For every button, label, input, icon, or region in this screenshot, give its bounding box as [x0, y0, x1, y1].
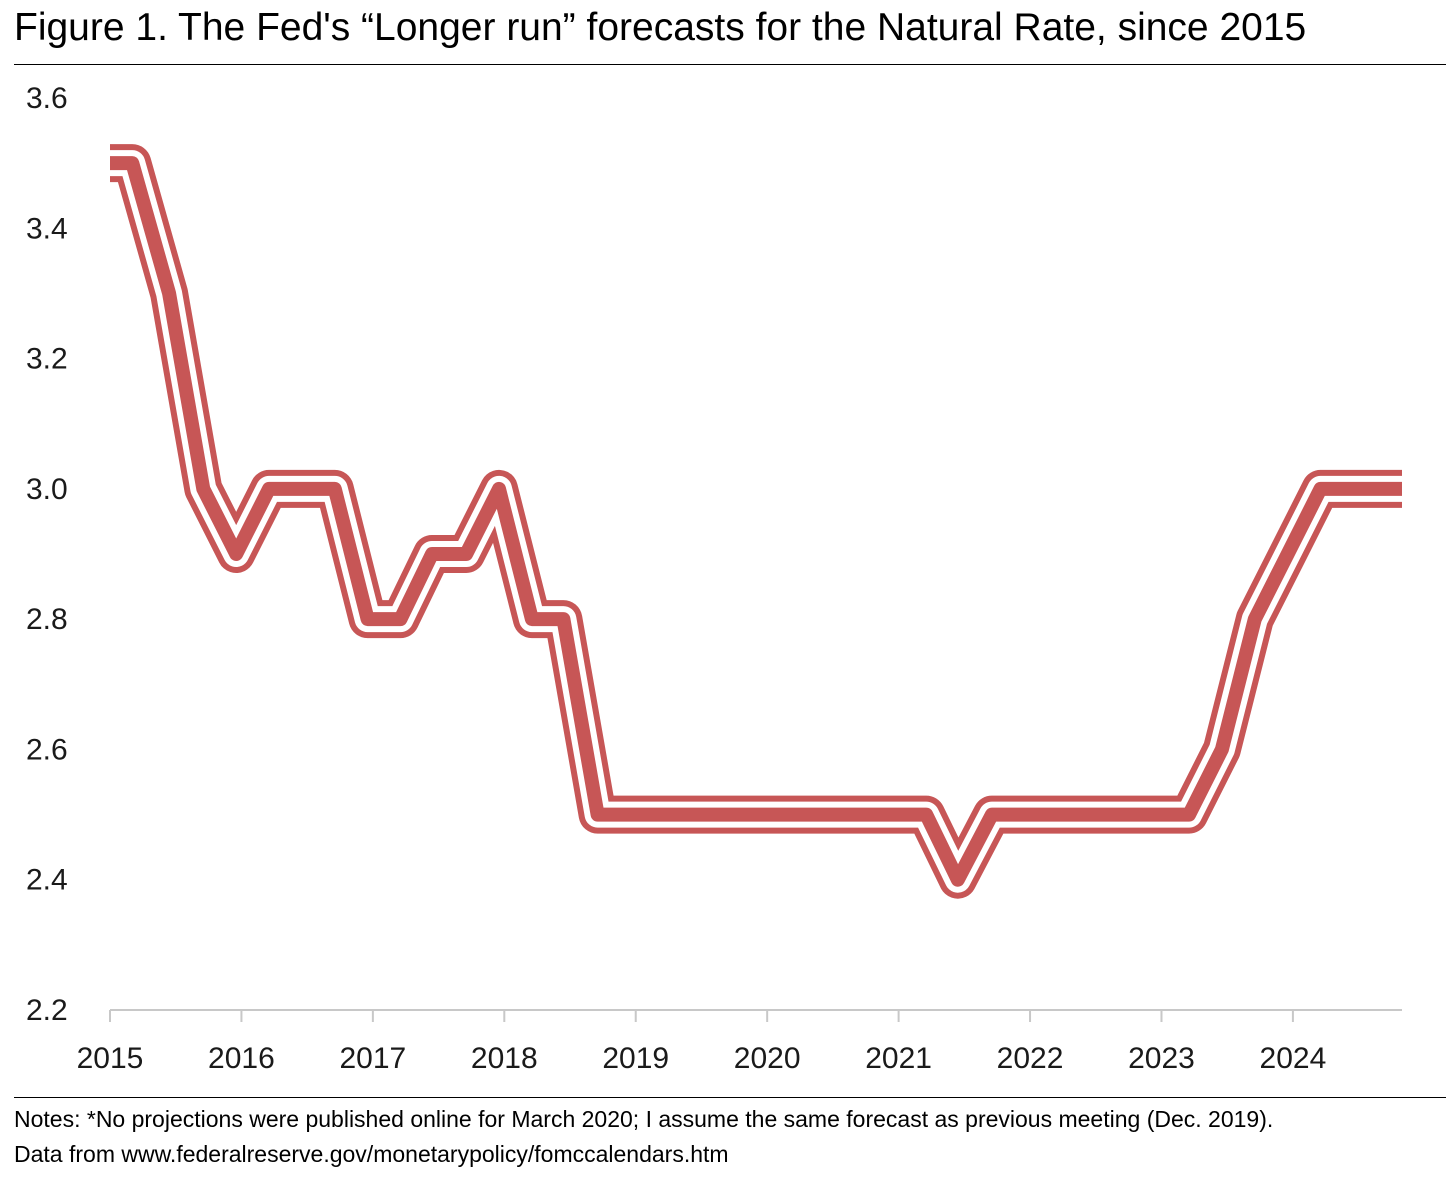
series-line — [110, 156, 1402, 887]
x-axis: 2015 2016 2017 2018 2019 2020 2021 2022 2023 2024 — [77, 1009, 1402, 1075]
y-tick-label: 3.4 — [26, 212, 68, 245]
y-tick-label: 2.6 — [26, 733, 68, 766]
x-tick-label: 2018 — [471, 1042, 538, 1075]
x-tick-label: 2024 — [1260, 1042, 1327, 1075]
x-tick-label: 2022 — [997, 1042, 1064, 1075]
notes: Notes: *No projections were published on… — [14, 1102, 1273, 1172]
x-tick-label: 2019 — [602, 1042, 669, 1075]
y-tick-label: 2.8 — [26, 603, 68, 636]
notes-divider — [14, 1097, 1446, 1098]
x-tick-label: 2020 — [734, 1042, 801, 1075]
notes-line-1: Notes: *No projections were published on… — [14, 1106, 1274, 1132]
x-tick-label: 2023 — [1128, 1042, 1195, 1075]
y-tick-label: 2.2 — [26, 994, 68, 1027]
line-chart: 2.22.42.62.83.03.23.43.6 2015 2016 2017 201… — [26, 82, 1406, 1075]
chart-title: Figure 1. The Fed's “Longer run” forecas… — [14, 6, 1307, 49]
y-tick-label: 3.6 — [26, 82, 68, 115]
notes-source-line: Data from www.federalreserve.gov/monetar… — [14, 1141, 729, 1167]
y-axis: 2.2 2.4 2.6 2.8 3.0 3.2 3.4 3.6 — [26, 82, 68, 1027]
x-tick-label: 2017 — [339, 1042, 406, 1075]
x-tick-label: 2015 — [77, 1042, 144, 1075]
x-tick-label: 2021 — [865, 1042, 932, 1075]
series-layer — [110, 144, 1406, 899]
x-tick-label: 2016 — [208, 1042, 275, 1075]
title-divider — [14, 64, 1446, 65]
y-tick-label: 2.4 — [26, 864, 68, 897]
y-tick-label: 3.2 — [26, 343, 68, 376]
y-tick-label: 3.0 — [26, 473, 68, 506]
